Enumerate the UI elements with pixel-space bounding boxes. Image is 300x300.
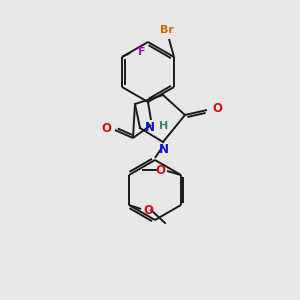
Text: H: H: [159, 121, 168, 131]
Text: N: N: [145, 121, 155, 134]
Text: O: O: [212, 103, 222, 116]
Text: N: N: [159, 143, 169, 156]
Text: O: O: [155, 164, 165, 176]
Text: O: O: [101, 122, 111, 134]
Text: Br: Br: [160, 25, 174, 35]
Text: O: O: [143, 203, 153, 217]
Text: F: F: [138, 47, 146, 57]
